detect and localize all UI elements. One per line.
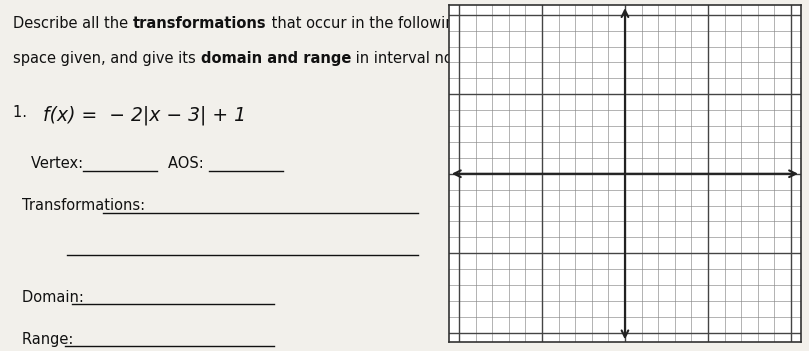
Text: Range:: Range: (23, 332, 78, 347)
Text: 1.: 1. (14, 105, 36, 120)
Text: Domain:: Domain: (23, 290, 89, 305)
Text: in interval notation.: in interval notation. (351, 51, 501, 66)
Text: f(x) =  − 2|x − 3| + 1: f(x) = − 2|x − 3| + 1 (43, 105, 246, 125)
Text: Vertex:: Vertex: (32, 156, 88, 171)
Text: Describe all the: Describe all the (14, 16, 133, 31)
Text: Graph: Graph (550, 16, 600, 31)
Text: domain and range: domain and range (201, 51, 351, 66)
Text: that occur in the following equations.: that occur in the following equations. (267, 16, 550, 31)
Text: Transformations:: Transformations: (23, 198, 150, 213)
Text: transformations: transformations (133, 16, 267, 31)
Text: space given, and give its: space given, and give its (14, 51, 201, 66)
Text: the function on the: the function on the (600, 16, 745, 31)
Text: AOS:: AOS: (168, 156, 209, 171)
